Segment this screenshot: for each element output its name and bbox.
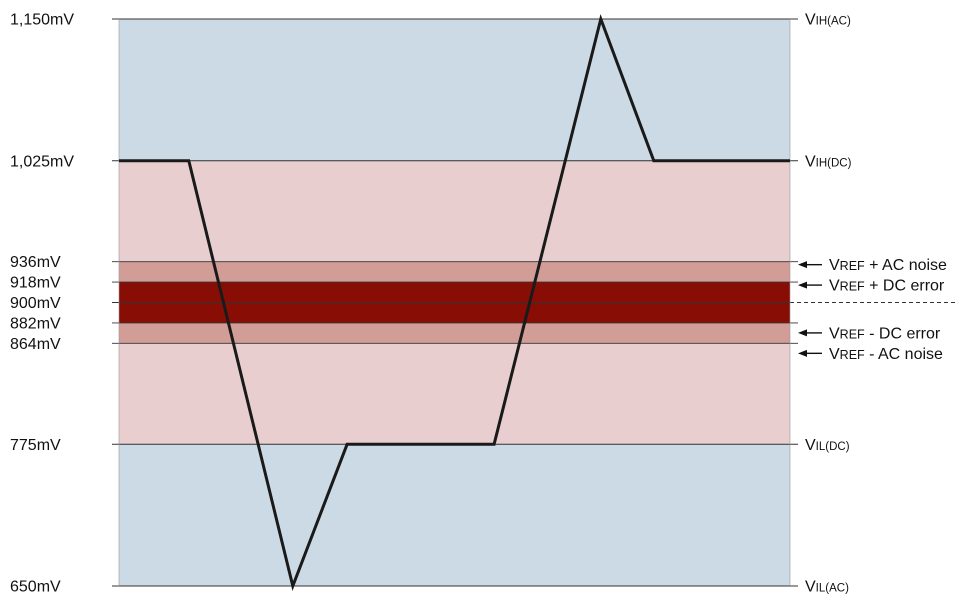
- threshold-label: VIL(AC): [805, 579, 849, 596]
- y-tick-label: 864mV: [10, 336, 61, 353]
- label-main: V: [829, 346, 840, 363]
- waveform-layer: [119, 13, 790, 592]
- arrow-head: [798, 349, 807, 357]
- y-tick-label: 650mV: [10, 579, 61, 596]
- label-rest: - AC noise: [865, 346, 943, 363]
- label-main: V: [829, 278, 840, 295]
- vref-label: VREF + DC error: [829, 278, 945, 295]
- vref-label: VREF - AC noise: [829, 346, 943, 363]
- y-tick-label: 775mV: [10, 437, 61, 454]
- label-main: V: [805, 153, 816, 170]
- label-ref: REF: [840, 327, 865, 341]
- label-rest: + AC noise: [865, 257, 947, 274]
- label-sub: IL(DC): [816, 441, 850, 453]
- arrow-head: [798, 281, 807, 289]
- label-main: V: [805, 437, 816, 454]
- label-main: V: [805, 12, 816, 29]
- y-axis-labels: 1,150mV 1,025mV 936mV 918mV 900mV 882mV 864mV 7…: [10, 12, 74, 596]
- label-ref: REF: [840, 348, 865, 362]
- y-tick-label: 882mV: [10, 315, 61, 332]
- label-sub: IH(AC): [816, 16, 851, 28]
- vref-label: VREF - DC error: [829, 325, 941, 342]
- threshold-label: VIL(DC): [805, 437, 850, 454]
- threshold-labels: VIH(AC)VIH(DC)VIL(DC)VIL(AC): [805, 12, 852, 596]
- band-ac-noise-band: [119, 322, 790, 344]
- vref-label: VREF + AC noise: [829, 257, 947, 274]
- label-sub: IL(AC): [816, 583, 849, 595]
- label-main: V: [805, 579, 816, 596]
- arrow-head: [798, 261, 807, 269]
- voltage-bands: [119, 19, 790, 586]
- y-tick-label: 1,150mV: [10, 12, 74, 29]
- band-outer-band: [119, 19, 790, 161]
- band-outer-band: [119, 444, 790, 586]
- signal-waveform: [119, 13, 790, 592]
- y-tick-label: 918mV: [10, 275, 61, 292]
- label-main: V: [829, 257, 840, 274]
- y-tick-label: 936mV: [10, 254, 61, 271]
- threshold-label: VIH(AC): [805, 12, 851, 29]
- y-tick-label: 1,025mV: [10, 153, 74, 170]
- label-rest: + DC error: [865, 278, 945, 295]
- arrow-head: [798, 329, 807, 337]
- label-main: V: [829, 325, 840, 342]
- threshold-label: VIH(DC): [805, 153, 852, 170]
- label-ref: REF: [840, 280, 865, 294]
- band-ac-noise-band: [119, 261, 790, 283]
- y-tick-label: 900mV: [10, 295, 61, 312]
- label-rest: - DC error: [865, 325, 941, 342]
- band-dc-band: [119, 160, 790, 262]
- band-dc-band: [119, 343, 790, 445]
- label-ref: REF: [840, 259, 865, 273]
- label-sub: IH(DC): [816, 157, 852, 169]
